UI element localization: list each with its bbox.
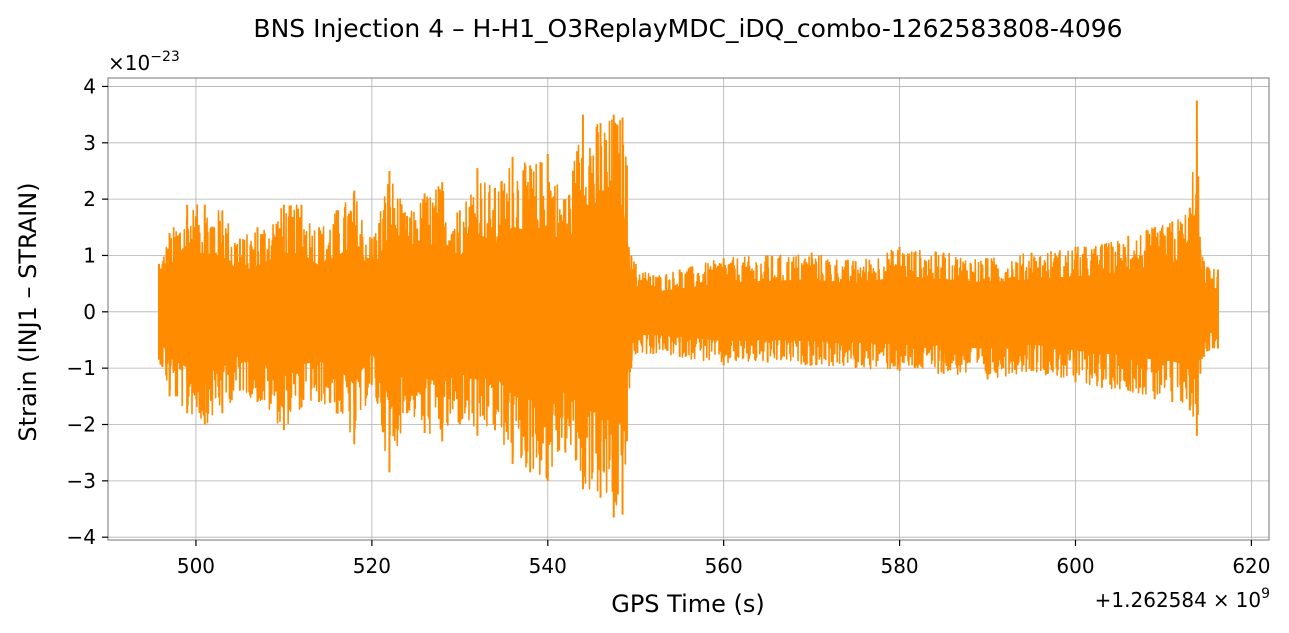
- y-tick-label: −4: [67, 525, 96, 549]
- y-tick-label: 2: [83, 187, 96, 211]
- x-axis-offset-label: +1.262584 × 109: [1095, 586, 1270, 612]
- y-tick-label: 1: [83, 243, 96, 267]
- x-tick-label: 540: [529, 554, 567, 578]
- y-tick-label: 3: [83, 131, 96, 155]
- x-tick-label: 620: [1232, 554, 1270, 578]
- y-tick-label: 4: [83, 74, 96, 98]
- chart-title: BNS Injection 4 – H-H1_O3ReplayMDC_iDQ_c…: [253, 14, 1122, 43]
- series-core-fill: [159, 195, 1218, 425]
- series-layer: [158, 100, 1219, 518]
- x-axis-title: GPS Time (s): [611, 590, 765, 618]
- y-axis-title: Strain (INJ1 – STRAIN): [14, 182, 42, 441]
- y-tick-label: −2: [67, 413, 96, 437]
- x-tick-label: 500: [177, 554, 215, 578]
- x-tick-label: 600: [1056, 554, 1094, 578]
- y-axis-scale-label: ×10−23: [108, 49, 180, 75]
- x-tick-label: 560: [705, 554, 743, 578]
- y-tick-label: 0: [83, 300, 96, 324]
- x-axis: 500 520 540 560 580 600 620: [177, 540, 1271, 578]
- x-tick-label: 580: [880, 554, 918, 578]
- x-tick-label: 520: [353, 554, 391, 578]
- y-tick-label: −3: [67, 469, 96, 493]
- y-tick-label: −1: [67, 356, 96, 380]
- y-axis: −4 −3 −2 −1 0 1 2 3 4: [67, 74, 108, 549]
- plot-frame: [107, 77, 1270, 541]
